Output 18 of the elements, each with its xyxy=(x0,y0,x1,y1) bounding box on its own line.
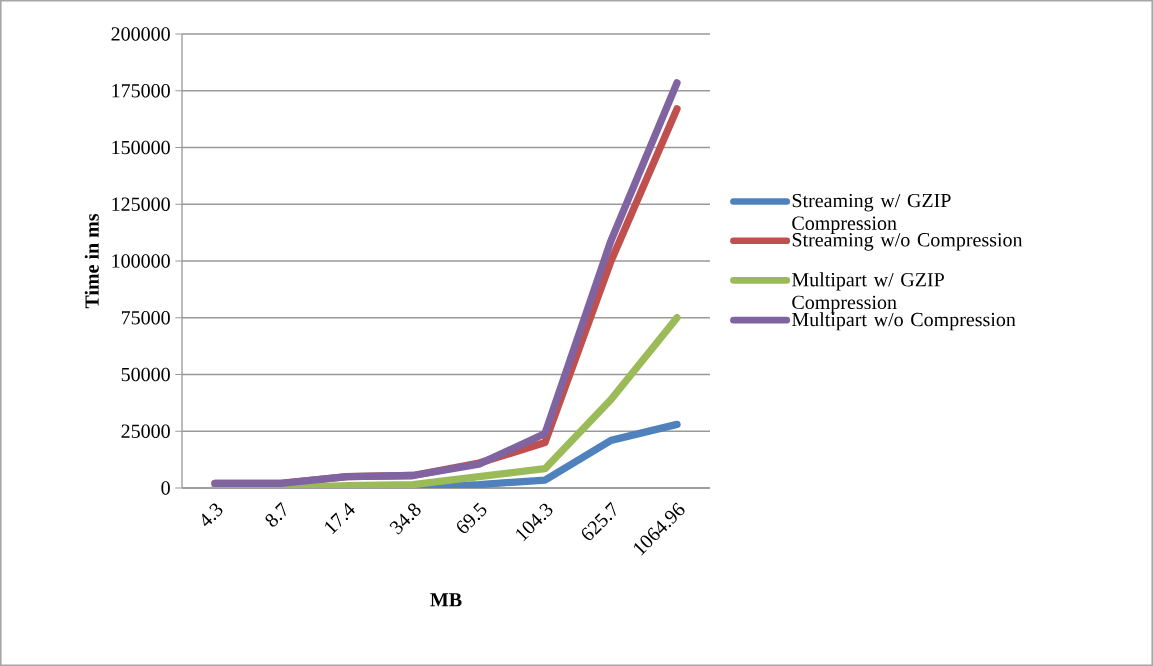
y-tick-label: 50000 xyxy=(121,367,170,382)
x-tick-label: 17.4 xyxy=(325,502,355,535)
y-tick-label: 125000 xyxy=(112,197,170,211)
x-axis-title: MB xyxy=(430,593,462,607)
legend-label: Multipart w/o Compression xyxy=(792,312,1016,331)
x-tick-label: 4.3 xyxy=(202,503,223,527)
legend-label: Streaming w/o Compression xyxy=(792,233,1023,251)
y-tick-label: 75000 xyxy=(121,310,170,325)
x-tick-label: 69.5 xyxy=(457,502,487,533)
y-tick-label: 0 xyxy=(161,481,170,495)
y-axis-title: Time in ms xyxy=(84,213,99,309)
y-tick-label: 175000 xyxy=(112,83,170,98)
y-tick-label: 25000 xyxy=(121,424,170,438)
x-tick-label: 8.7 xyxy=(265,501,286,527)
y-tick-label: 100000 xyxy=(112,254,170,268)
y-tick-label: 200000 xyxy=(111,27,170,41)
x-tick-label: 34.8 xyxy=(389,503,421,535)
y-tick-label: 150000 xyxy=(112,140,170,155)
